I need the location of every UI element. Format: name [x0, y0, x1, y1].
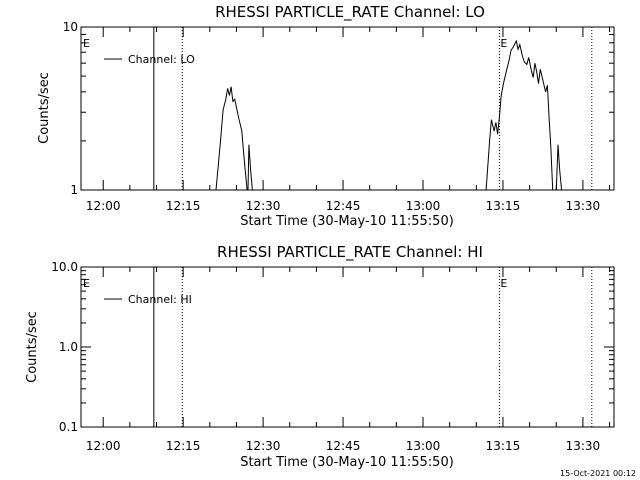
x-ticks-hi: 12:00 12:15 12:30 12:45 13:00 13:15 13:30: [86, 267, 611, 453]
y-tick-label: 1: [70, 183, 78, 197]
panel-hi: RHESSI PARTICLE_RATE Channel: HI 0.1 1.0 1…: [25, 243, 615, 470]
y-ticks-hi: 0.1 1.0 10.0: [51, 260, 614, 434]
x-tick-label: 13:00: [406, 199, 441, 213]
plot-frame-lo: [80, 26, 615, 191]
chart-title-lo: RHESSI PARTICLE_RATE Channel: LO: [215, 3, 485, 22]
x-tick-label: 13:00: [406, 439, 441, 453]
y-axis-label-lo: Counts/sec: [37, 72, 52, 144]
x-tick-label: 12:15: [166, 439, 201, 453]
legend-lo: Channel: LO: [104, 53, 195, 66]
series-line-lo: [555, 144, 563, 191]
series-line-lo: [485, 39, 554, 191]
x-tick-label: 12:45: [326, 439, 361, 453]
x-tick-label: 13:15: [486, 199, 521, 213]
x-tick-label: 12:30: [246, 199, 281, 213]
x-tick-label: 12:45: [326, 199, 361, 213]
x-tick-label: 12:15: [166, 199, 201, 213]
y-tick-label: 1.0: [59, 340, 78, 354]
x-ticks-lo: 12:00 12:15 12:30 12:45 13:00 13:15 13:30: [86, 27, 611, 213]
event-marker-label: E: [500, 277, 507, 290]
x-tick-label: 12:30: [246, 439, 281, 453]
legend-label-lo: Channel: LO: [128, 53, 195, 66]
series-line-lo: [215, 86, 248, 191]
y-tick-label: 0.1: [59, 420, 78, 434]
x-axis-label-lo: Start Time (30-May-10 11:55:50): [240, 214, 454, 229]
chart-title-hi: RHESSI PARTICLE_RATE Channel: HI: [217, 243, 483, 262]
legend-label-hi: Channel: HI: [128, 293, 192, 306]
x-tick-label: 12:00: [86, 439, 121, 453]
panel-lo: RHESSI PARTICLE_RATE Channel: LO 1 10 12:…: [37, 3, 615, 229]
x-tick-label: 12:00: [86, 199, 121, 213]
series-line-lo: [247, 144, 253, 191]
event-marker-label: E: [500, 37, 507, 50]
x-tick-label: 13:30: [566, 199, 601, 213]
y-tick-label: 10: [63, 20, 78, 34]
y-tick-label: 10.0: [51, 260, 78, 274]
event-marker-label: E: [83, 277, 90, 290]
x-tick-label: 13:15: [486, 439, 521, 453]
event-marker-label: E: [83, 37, 90, 50]
x-axis-label-hi: Start Time (30-May-10 11:55:50): [240, 455, 454, 470]
y-axis-label-hi: Counts/sec: [25, 311, 40, 383]
x-tick-label: 13:30: [566, 439, 601, 453]
y-ticks-lo: 1 10: [63, 20, 614, 197]
footer-timestamp: 15-Oct-2021 00:12: [560, 469, 636, 478]
plot-frame-hi: [80, 266, 615, 428]
legend-hi: Channel: HI: [104, 293, 192, 306]
series-lo: [215, 39, 563, 191]
